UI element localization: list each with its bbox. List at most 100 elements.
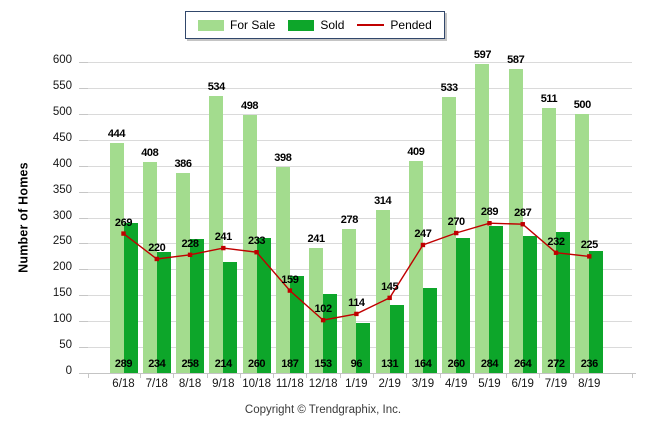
pended-value-label: 269 <box>114 216 133 229</box>
x-axis-label: 10/18 <box>242 378 271 390</box>
legend-item-pended: Pended <box>357 18 432 32</box>
pended-point <box>520 222 525 227</box>
x-axis-tick <box>506 374 508 378</box>
x-axis-label: 6/18 <box>112 378 135 390</box>
pended-value-label: 233 <box>248 235 266 248</box>
for-sale-value-label: 587 <box>507 53 525 66</box>
gridline <box>88 113 632 115</box>
sold-value-label: 214 <box>214 358 233 370</box>
gridline <box>88 321 632 323</box>
y-axis-label: 400 <box>52 157 72 170</box>
x-axis-tick <box>539 374 541 378</box>
gridline <box>88 295 632 297</box>
y-axis-label: 250 <box>52 235 72 248</box>
sold-value-label: 289 <box>114 358 133 370</box>
pended-value-label: 241 <box>214 231 233 244</box>
pended-value-label: 102 <box>314 303 333 316</box>
sold-bar <box>190 239 205 373</box>
x-axis-tick <box>239 374 241 378</box>
pended-value-label: 225 <box>580 239 599 252</box>
sold-value-label: 164 <box>414 358 432 370</box>
x-axis-label: 4/19 <box>444 378 468 390</box>
for-sale-value-label: 241 <box>307 233 326 246</box>
y-axis-label: 300 <box>52 209 72 222</box>
sold-value-label: 272 <box>547 358 565 370</box>
pended-point <box>420 242 426 248</box>
x-axis-tick <box>632 374 633 378</box>
x-axis-label: 8/19 <box>578 378 601 390</box>
for-sale-value-label: 498 <box>241 99 259 112</box>
for-sale-value-label: 500 <box>573 98 592 111</box>
gridline <box>88 165 632 167</box>
pended-point <box>287 288 293 293</box>
pended-line-swatch-icon <box>357 23 385 27</box>
sold-bar <box>522 236 537 373</box>
x-axis-label: 3/19 <box>411 378 435 390</box>
x-axis-tick <box>339 374 341 378</box>
pended-point <box>254 250 259 255</box>
x-axis-tick <box>439 374 441 378</box>
for-sale-bar <box>242 114 257 373</box>
for-sale-bar <box>275 166 290 373</box>
pended-value-label: 289 <box>480 206 499 219</box>
y-axis-tick <box>79 217 88 219</box>
sold-bar <box>223 262 238 373</box>
y-axis-tick <box>79 62 88 63</box>
y-axis-label: 150 <box>52 287 72 300</box>
pended-point <box>553 250 559 255</box>
pended-value-label: 159 <box>281 273 299 286</box>
pended-point <box>587 254 592 259</box>
for-sale-value-label: 597 <box>473 48 492 61</box>
pended-value-label: 232 <box>547 235 565 248</box>
y-axis-tick <box>79 373 88 374</box>
for-sale-value-label: 314 <box>374 195 392 208</box>
sold-bar <box>356 323 371 373</box>
legend: For Sale Sold Pended <box>185 11 445 39</box>
x-axis-tick <box>173 374 175 378</box>
pended-point <box>387 295 392 301</box>
for-sale-value-label: 409 <box>407 146 425 158</box>
legend-label-for-sale: For Sale <box>230 18 276 32</box>
x-axis-tick <box>306 374 308 378</box>
sold-bar <box>589 250 604 373</box>
x-axis-tick <box>406 374 408 378</box>
sold-bar <box>256 238 271 373</box>
gridline <box>88 62 632 63</box>
y-axis-tick <box>79 295 88 297</box>
sold-swatch-icon <box>288 19 315 31</box>
for-sale-value-label: 533 <box>440 81 459 94</box>
sold-value-label: 153 <box>314 358 333 370</box>
y-axis-label: 350 <box>52 183 72 196</box>
legend-label-pended: Pended <box>390 18 432 32</box>
pended-value-label: 287 <box>514 207 532 220</box>
pended-value-label: 228 <box>181 237 199 250</box>
gridline <box>88 191 632 193</box>
for-sale-bar <box>575 113 590 373</box>
y-axis-label: 550 <box>52 79 72 92</box>
for-sale-bar <box>508 68 523 373</box>
sold-value-label: 187 <box>281 358 299 370</box>
for-sale-bar <box>142 161 157 373</box>
sold-value-label: 131 <box>381 358 399 370</box>
legend-item-for-sale: For Sale <box>198 18 275 32</box>
y-axis-label: 50 <box>59 339 72 352</box>
sold-bar <box>556 232 570 373</box>
gridline <box>88 87 632 89</box>
y-axis-tick <box>79 165 88 167</box>
x-axis-tick <box>472 374 474 378</box>
x-axis-label: 1/19 <box>345 378 368 390</box>
pended-value-label: 247 <box>414 227 432 240</box>
x-axis-label: 2/19 <box>378 378 401 390</box>
y-axis-tick <box>79 139 88 141</box>
for-sale-bar <box>176 172 191 373</box>
sold-value-label: 260 <box>248 358 266 370</box>
y-axis-label: 100 <box>52 313 72 326</box>
for-sale-bar <box>342 228 357 373</box>
y-axis-title: Number of Homes <box>16 162 31 273</box>
y-axis-tick <box>79 321 88 323</box>
x-axis-label: 8/18 <box>178 378 202 390</box>
for-sale-value-label: 534 <box>207 81 226 94</box>
x-axis-tick <box>206 374 208 378</box>
pended-point <box>121 231 126 236</box>
